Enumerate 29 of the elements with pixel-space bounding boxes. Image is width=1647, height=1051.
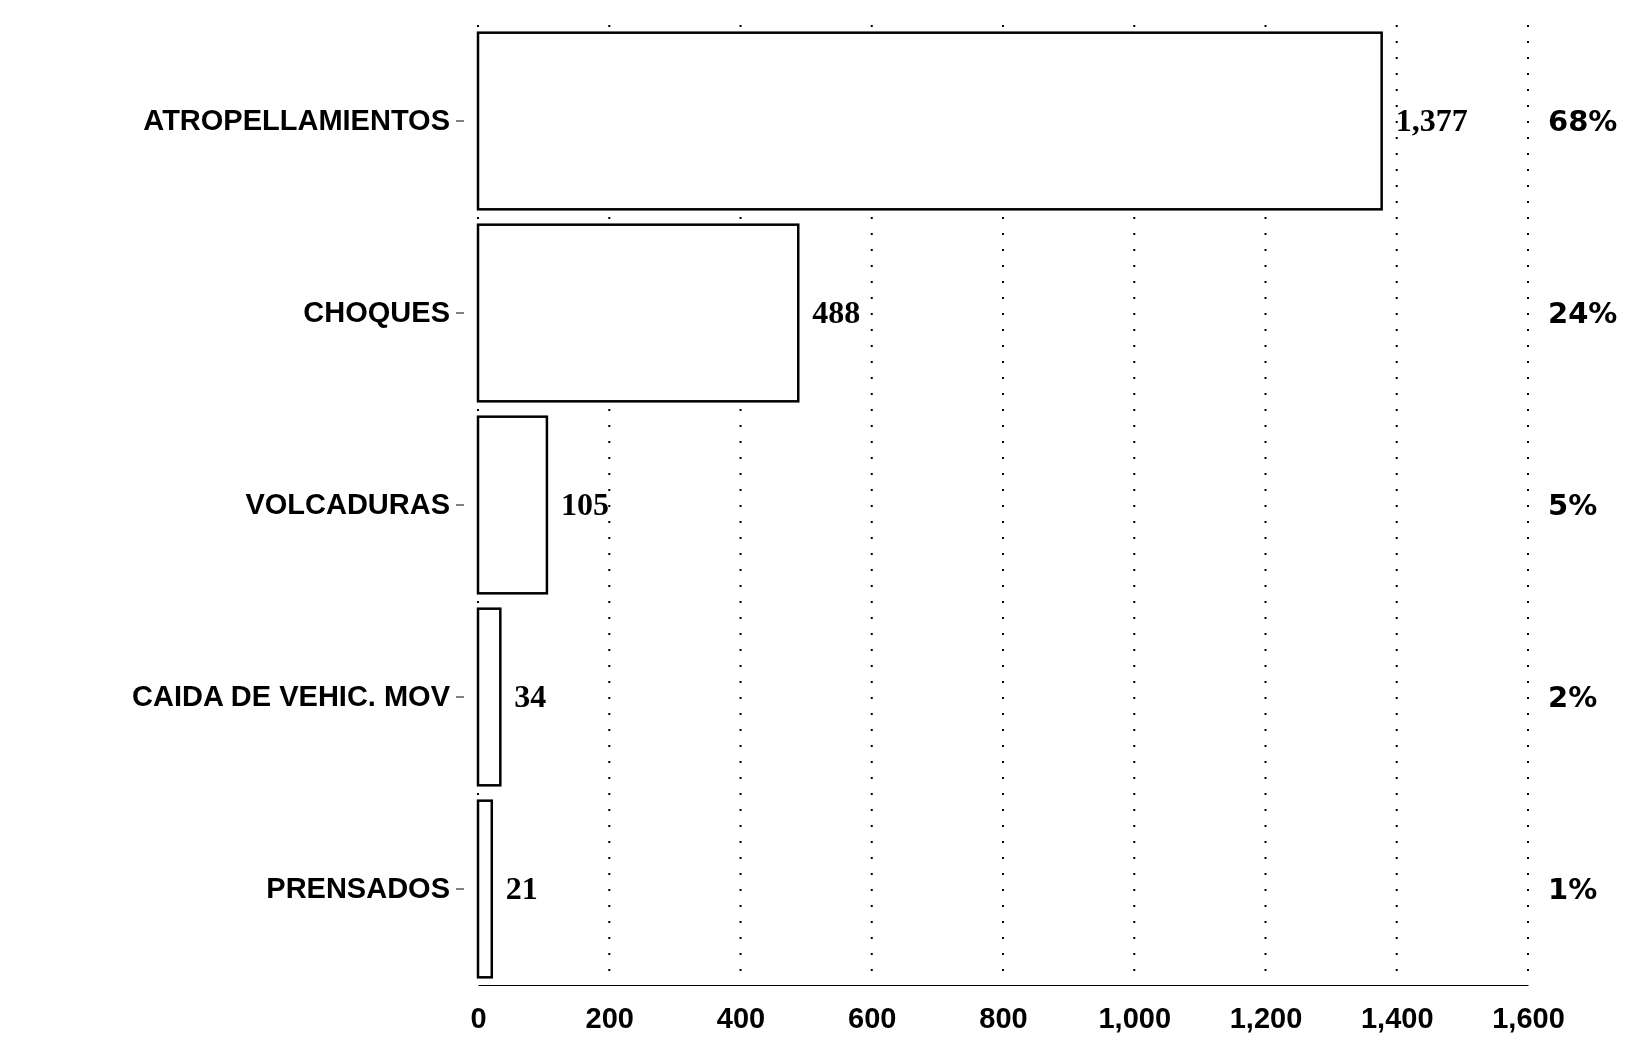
bar	[476, 607, 502, 787]
bar	[476, 31, 1383, 211]
x-tick-label: 200	[585, 1001, 634, 1034]
data-label: 488	[812, 294, 861, 330]
y-tick-label: ATROPELLAMIENTOS	[143, 104, 450, 137]
y-tick-label: CHOQUES	[303, 296, 450, 329]
bar	[476, 415, 549, 595]
x-tick-label: 400	[716, 1001, 766, 1034]
text: 1%	[1548, 872, 1598, 906]
y-tick-label: PRENSADOS	[266, 872, 450, 905]
x-tick-label: 1,400	[1360, 1001, 1434, 1034]
y-tick-label: VOLCADURAS	[245, 488, 450, 521]
data-label: 21	[505, 870, 538, 906]
text: 2%	[1548, 680, 1598, 714]
bar	[476, 799, 494, 979]
data-label: 34	[514, 678, 547, 714]
x-tick-label: 1,200	[1229, 1001, 1303, 1034]
bar	[476, 223, 800, 403]
x-tick-label: 1,000	[1098, 1001, 1172, 1034]
data-label: 105	[560, 486, 609, 522]
x-tick-label: 0	[470, 1001, 487, 1034]
text: 24%	[1548, 296, 1618, 330]
x-tick-label: 800	[979, 1001, 1028, 1034]
data-label: 1,377	[1395, 102, 1468, 138]
text: 68%	[1548, 104, 1618, 138]
y-tick-label: CAIDA DE VEHIC. MOV	[132, 680, 451, 713]
x-tick-label: 1,600	[1492, 1001, 1565, 1034]
x-tick-label: 600	[848, 1001, 897, 1034]
text: 5%	[1548, 488, 1598, 522]
